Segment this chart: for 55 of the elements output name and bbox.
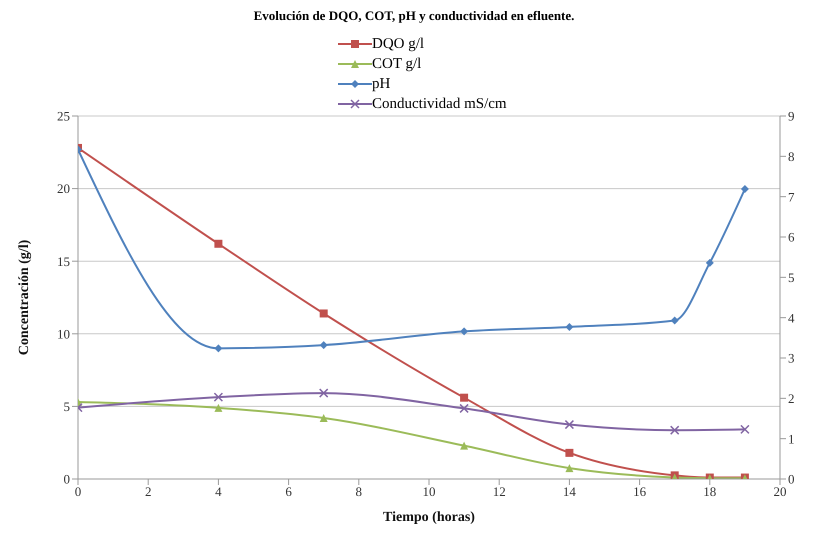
chart-title: Evolución de DQO, COT, pH y conductividad en efluente. [252, 8, 576, 25]
point [670, 425, 680, 435]
x-tick-label: 8 [356, 484, 362, 500]
x-tick-label: 10 [422, 484, 436, 500]
x-tick-label: 4 [215, 484, 222, 500]
legend-label: pH [372, 75, 390, 94]
point [459, 404, 469, 414]
point [565, 322, 574, 331]
x-tick-label: 0 [74, 484, 82, 500]
y-tick-label: 0 [64, 472, 70, 487]
y2-tick-label: 1 [788, 431, 794, 446]
point [564, 420, 574, 430]
point [460, 327, 468, 336]
x-tick-label: 18 [703, 484, 716, 500]
x-tick-label: 2 [144, 484, 152, 500]
y-axis-title: Concentración (g/l) [16, 239, 32, 356]
point [565, 464, 574, 472]
point [706, 258, 714, 267]
point [565, 448, 574, 457]
point [320, 309, 328, 318]
y2-tick-label: 6 [788, 230, 795, 245]
y2-tick-label: 4 [788, 310, 795, 326]
y-tick-label: 15 [57, 254, 70, 269]
x-tick-label: 6 [285, 484, 292, 500]
point [460, 394, 468, 402]
y2-tick-label: 5 [788, 270, 794, 285]
x-tick-label: 16 [633, 484, 647, 500]
y2-tick-label: 7 [788, 189, 795, 204]
x-tick-label: 20 [774, 484, 786, 500]
point [214, 404, 222, 412]
point [214, 392, 224, 402]
y-tick-label: 25 [57, 108, 70, 124]
point [670, 316, 679, 324]
x-tick-label: 14 [562, 484, 576, 500]
y2-tick-label: 0 [788, 472, 794, 487]
point [460, 442, 468, 450]
point [320, 414, 328, 422]
legend-label: COT g/l [372, 55, 422, 74]
y-tick-label: 20 [57, 181, 70, 196]
point [740, 185, 749, 194]
x-axis-title: Tiempo (horas) [383, 510, 476, 525]
y2-tick-label: 9 [788, 108, 794, 124]
point [740, 424, 750, 434]
x-tick-label: 12 [492, 484, 506, 500]
y2-tick-label: 3 [788, 350, 794, 366]
y2-tick-label: 2 [788, 390, 794, 406]
point [320, 341, 328, 350]
y2-tick-label: 8 [788, 148, 794, 164]
point [318, 388, 328, 398]
point [214, 240, 222, 248]
y-tick-label: 10 [57, 326, 70, 342]
legend-label: Conductividad mS/cm [372, 95, 507, 114]
y-tick-label: 5 [64, 399, 70, 414]
legend-label: DQO g/l [372, 35, 424, 54]
point [214, 344, 222, 352]
